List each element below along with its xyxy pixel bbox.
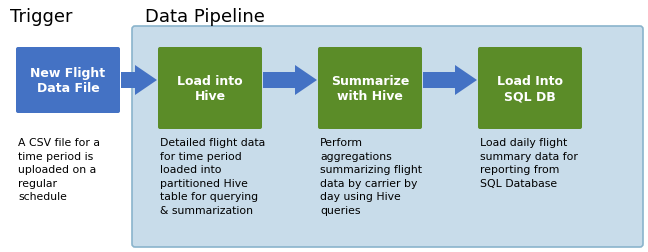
Text: A CSV file for a
time period is
uploaded on a
regular
schedule: A CSV file for a time period is uploaded… [18,137,100,202]
FancyBboxPatch shape [132,27,643,247]
Text: Load into
Hive: Load into Hive [177,75,243,103]
Text: Trigger: Trigger [10,8,73,26]
FancyBboxPatch shape [16,48,120,114]
FancyBboxPatch shape [158,48,262,130]
Polygon shape [121,66,157,96]
Text: Detailed flight data
for time period
loaded into
partitioned Hive
table for quer: Detailed flight data for time period loa… [160,137,265,215]
Polygon shape [263,66,317,96]
Text: Perform
aggregations
summarizing flight
data by carrier by
day using Hive
querie: Perform aggregations summarizing flight … [320,137,422,215]
Text: New Flight
Data File: New Flight Data File [30,67,106,94]
FancyBboxPatch shape [478,48,582,130]
Polygon shape [423,66,477,96]
FancyBboxPatch shape [318,48,422,130]
Text: Summarize
with Hive: Summarize with Hive [331,75,409,103]
Text: Load Into
SQL DB: Load Into SQL DB [497,75,563,103]
Text: Load daily flight
summary data for
reporting from
SQL Database: Load daily flight summary data for repor… [480,137,578,188]
Text: Data Pipeline: Data Pipeline [145,8,265,26]
